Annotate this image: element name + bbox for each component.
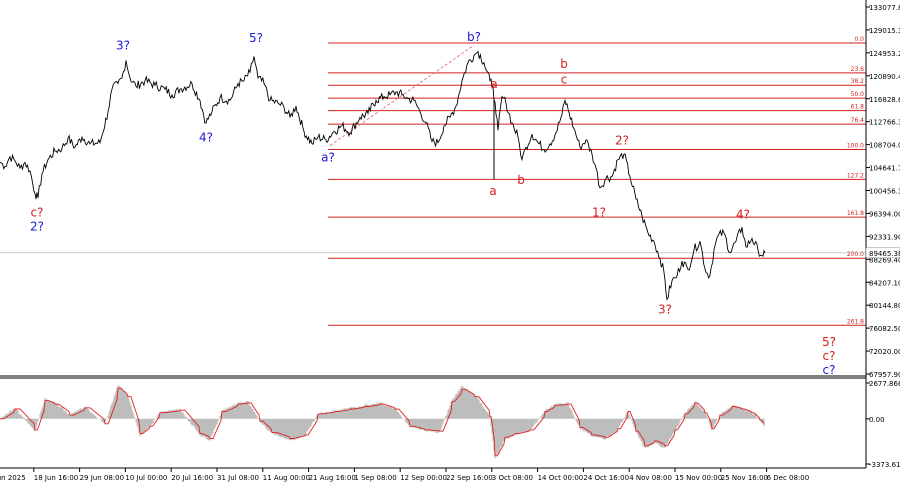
price-tick-label: 84207.10: [869, 279, 900, 287]
fib-level-label: 100.0: [847, 142, 864, 149]
wave-label: 4?: [199, 131, 213, 145]
price-tick-label: 120890.40: [869, 73, 900, 81]
time-tick-label: 3 Oct 08:00: [492, 474, 533, 482]
time-tick-label: 25 Nov 16:00: [721, 474, 768, 482]
time-tick-label: 12 Sep 00:00: [400, 474, 447, 482]
fib-level-label: 161.8: [847, 210, 864, 217]
wave-label: 3?: [658, 302, 672, 316]
oscillator-histogram: [0, 385, 765, 459]
price-tick-label: 116828.60: [869, 96, 900, 104]
oscillator-panel: [0, 385, 765, 459]
wave-label: 2?: [30, 220, 44, 234]
time-tick-label: 8 Jun 2025: [0, 474, 26, 482]
time-tick-label: 4 Nov 08:00: [629, 474, 672, 482]
wave-label: 3?: [116, 39, 130, 53]
wave-label: c?: [823, 349, 836, 363]
wave-label: a: [490, 77, 497, 91]
fib-level-label: 200.0: [847, 251, 864, 258]
wave-label: c: [561, 72, 568, 86]
oscillator-axis: 2677.866 0.00 -3373.613: [866, 380, 900, 469]
price-tick-label: 100456.35: [869, 188, 900, 196]
fib-level-label: 23.6: [851, 66, 865, 73]
price-tick-label: 80144.80: [869, 302, 900, 310]
wave-label: 1?: [592, 206, 606, 220]
price-tick-label: 67957.90: [869, 371, 900, 379]
wave-label: a: [489, 184, 496, 198]
fib-level-label: 127.2: [847, 172, 864, 179]
price-tick-label: 92331.90: [869, 233, 900, 241]
oscillator-signal-line: [0, 387, 765, 457]
wave-label: 2?: [615, 133, 629, 147]
time-tick-label: 1 Sep 08:00: [354, 474, 396, 482]
time-tick-label: 15 Nov 00:00: [675, 474, 722, 482]
fibonacci-levels: 0.0 23.6 38.2 50.0 61.8 76.4 100.0 127.2 161.8 20…: [0, 36, 866, 326]
price-tick-label: 133077.80: [869, 4, 900, 12]
wave-label: 5?: [822, 335, 836, 349]
fib-level-label: 0.0: [854, 36, 864, 43]
fib-level-label: 50.0: [851, 91, 865, 98]
time-tick-label: 20 Jul 16:00: [171, 474, 213, 482]
time-tick-label: 31 Jul 08:00: [217, 474, 259, 482]
fib-level-label: 76.4: [851, 117, 865, 124]
price-tick-label: 76082.50: [869, 325, 900, 333]
time-tick-label: 24 Oct 16:00: [583, 474, 629, 482]
price-tick-label: 108704.00: [869, 142, 900, 150]
time-tick-label: 10 Jul 00:00: [125, 474, 167, 482]
time-tick-label: 21 Aug 16:00: [309, 474, 356, 482]
time-tick-label: 18 Jun 16:00: [34, 474, 78, 482]
wave-label: c?: [31, 206, 44, 220]
oscillator-tick-label: 0.00: [869, 416, 885, 424]
time-tick-label: 11 Aug 00:00: [263, 474, 310, 482]
price-tick-label: 129015.34: [869, 27, 900, 35]
time-tick-label: 22 Sep 16:00: [446, 474, 493, 482]
wave-label: c?: [823, 363, 836, 377]
fib-level-label: 38.2: [851, 78, 865, 85]
fib-level-label: 61.8: [851, 104, 865, 111]
wave-label: b: [517, 173, 525, 187]
time-tick-label: 14 Oct 00:00: [538, 474, 584, 482]
price-axis: 133077.80 129015.34 124953.20 120890.40 1168…: [865, 4, 900, 379]
oscillator-tick-label: -3373.613: [869, 461, 900, 469]
price-tick-label: 88269.40: [869, 256, 900, 264]
price-tick-label: 104641.70: [869, 165, 900, 173]
wave-label: a?: [321, 150, 335, 164]
projection-line: [329, 44, 475, 146]
wave-label: 5?: [249, 31, 263, 45]
wave-label: b?: [467, 30, 481, 44]
price-tick-label: 112766.30: [869, 119, 900, 127]
wave-label: b: [560, 57, 568, 71]
price-tick-label: 96394.00: [869, 210, 900, 218]
price-tick-label: 72020.00: [869, 348, 900, 356]
current-price-box: [865, 247, 900, 259]
price-tick-label: 124953.20: [869, 50, 900, 58]
current-price-label: 89465.38: [869, 250, 900, 258]
time-tick-label: 6 Dec 08:00: [767, 474, 810, 482]
time-tick-label: 29 Jun 08:00: [80, 474, 124, 482]
price-line: [0, 50, 766, 301]
wave-label: 4?: [736, 208, 750, 222]
oscillator-tick-label: 2677.866: [869, 380, 900, 388]
fib-level-label: 261.8: [847, 318, 864, 325]
price-series: [0, 50, 766, 301]
